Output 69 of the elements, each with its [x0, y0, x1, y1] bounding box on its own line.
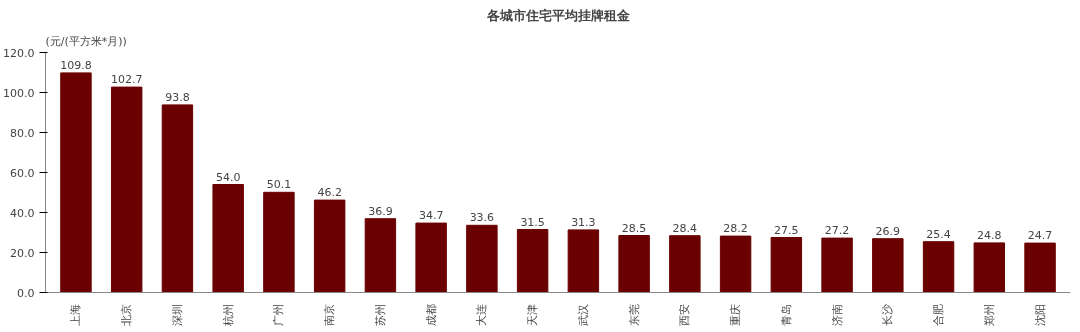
- x-tick-label: 上海: [69, 303, 83, 326]
- bar: [872, 238, 904, 293]
- data-label: 93.8: [165, 90, 190, 104]
- bar: [161, 104, 194, 293]
- y-tick-label: 120.0: [3, 46, 35, 60]
- data-label: 36.9: [368, 204, 393, 218]
- bar: [516, 229, 549, 293]
- x-tick-label: 武汉: [576, 303, 590, 326]
- bar: [263, 191, 295, 293]
- bar: [719, 235, 752, 293]
- data-label: 26.9: [875, 224, 901, 238]
- bar: [973, 242, 1006, 293]
- data-label: 46.2: [317, 186, 342, 200]
- data-label: 28.4: [672, 221, 698, 235]
- chart-title: 各城市住宅平均挂牌租金: [485, 7, 631, 23]
- x-tick-label: 苏州: [373, 303, 387, 326]
- bar: [110, 86, 143, 293]
- x-tick-label: 广州: [272, 303, 286, 326]
- x-tick-label: 西安: [678, 303, 692, 326]
- data-label: 102.7: [110, 73, 143, 87]
- data-label: 50.1: [266, 178, 292, 192]
- data-label: 27.5: [774, 223, 799, 237]
- x-tick-label: 深圳: [170, 303, 184, 326]
- data-label: 54.0: [215, 170, 241, 184]
- y-tick-label: 60.0: [10, 166, 35, 180]
- bar: [364, 218, 397, 293]
- data-label: 24.8: [977, 228, 1002, 242]
- x-tick-label: 杭州: [221, 303, 235, 327]
- x-tick-label: 郑州: [982, 303, 996, 326]
- y-tick-label: 20.0: [10, 246, 35, 260]
- bar: [1024, 242, 1056, 293]
- data-label: 28.2: [723, 222, 748, 236]
- bar: [567, 229, 600, 293]
- data-label: 24.7: [1027, 229, 1053, 243]
- bar: [415, 222, 447, 293]
- data-label: 27.2: [824, 224, 850, 238]
- data-label: 33.6: [469, 211, 495, 225]
- data-label: 31.5: [520, 215, 545, 229]
- y-tick-label: 0.0: [17, 286, 35, 300]
- bar: [313, 199, 346, 293]
- y-tick-label: 80.0: [10, 126, 35, 140]
- data-label: 34.7: [418, 209, 444, 223]
- y-tick-label: 40.0: [10, 206, 35, 220]
- data-label: 28.5: [621, 221, 647, 235]
- bar: [770, 237, 803, 293]
- data-label: 31.3: [571, 215, 596, 229]
- x-tick-label: 重庆: [729, 303, 743, 326]
- x-tick-label: 沈阳: [1033, 303, 1047, 326]
- x-tick-label: 东莞: [627, 303, 641, 326]
- x-tick-label: 青岛: [779, 303, 793, 326]
- bar: [821, 237, 853, 293]
- bar: [922, 241, 955, 293]
- x-tick-label: 天津: [526, 303, 540, 326]
- data-label: 109.8: [60, 58, 92, 72]
- x-tick-label: 北京: [120, 303, 134, 326]
- data-label: 25.4: [926, 227, 951, 241]
- bar: [466, 224, 498, 293]
- x-tick-label: 济南: [830, 303, 844, 326]
- bar: [60, 72, 92, 293]
- y-axis-title: (元/(平方米*月)): [45, 34, 127, 48]
- y-tick-label: 100.0: [3, 86, 35, 100]
- bar: [618, 235, 650, 293]
- bar: [669, 235, 701, 293]
- bar: [212, 184, 244, 293]
- x-tick-label: 大连: [475, 303, 489, 326]
- x-tick-label: 合肥: [932, 303, 946, 326]
- x-tick-label: 长沙: [881, 303, 895, 326]
- x-tick-label: 成都: [424, 303, 438, 326]
- x-tick-label: 南京: [323, 303, 337, 326]
